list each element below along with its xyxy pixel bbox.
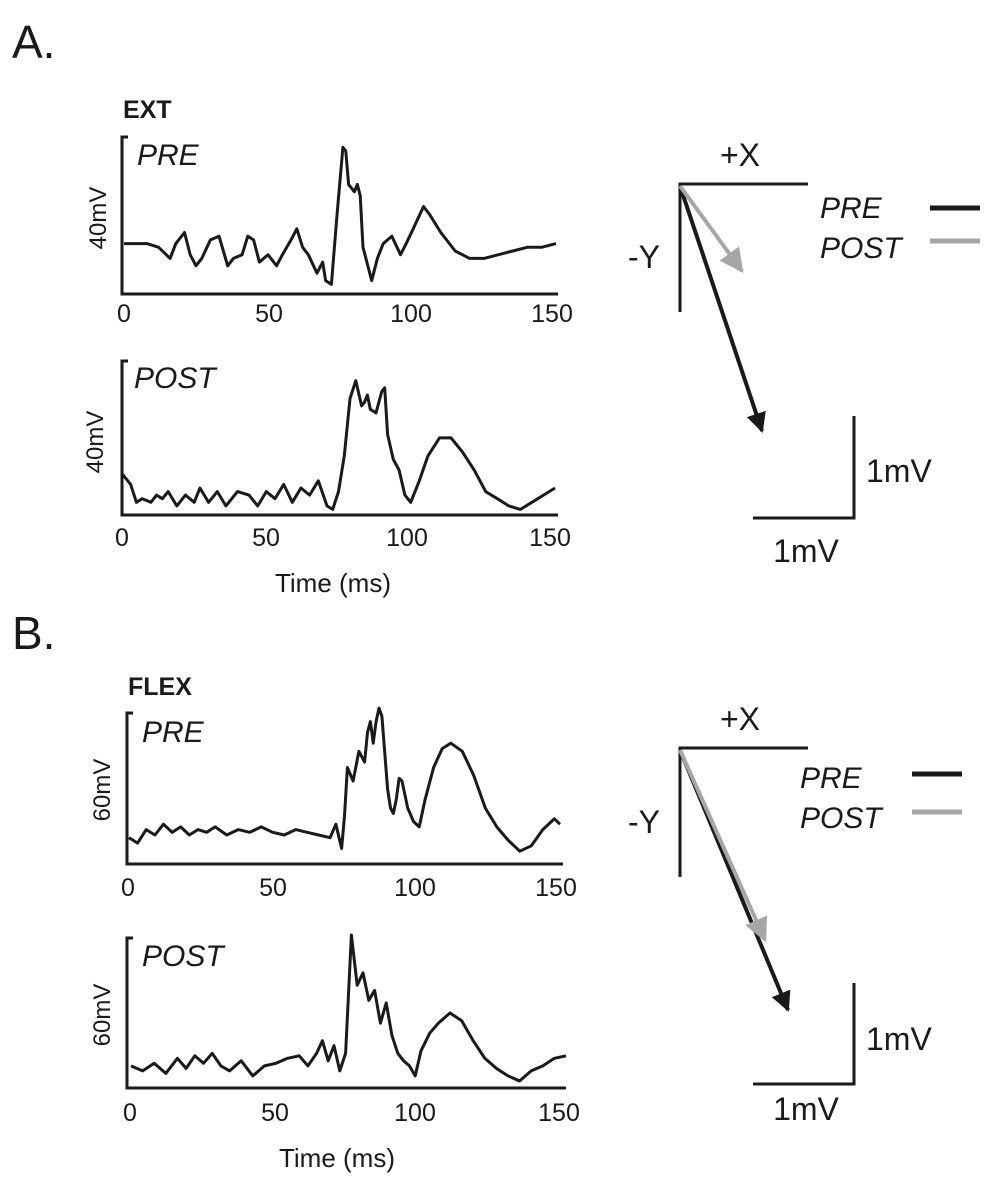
trace-b-pre-ylabel: 60mV — [89, 759, 116, 822]
tick-label: 100 — [394, 874, 436, 902]
vector-a-legend: PRE POST — [820, 192, 980, 265]
trace-a-pre-line — [124, 145, 557, 286]
tick-label: 50 — [259, 874, 287, 902]
vector-a-y-label: -Y — [628, 239, 660, 275]
trace-b-pre-cond-label: PRE — [142, 716, 205, 749]
vector-diagram-b: +X -Y PRE POST 1mV 1mV — [628, 701, 962, 1127]
panel-letter-b: B. — [12, 607, 55, 659]
vector-b-axes — [678, 746, 808, 877]
tick-label: 150 — [538, 1099, 580, 1127]
tick-label: 150 — [531, 300, 573, 328]
tick-label: 50 — [252, 524, 280, 552]
tick-label: 100 — [390, 300, 432, 328]
muscle-label-a: EXT — [123, 96, 172, 124]
vector-a-axes — [678, 182, 808, 312]
vector-b-x-label: +X — [720, 701, 760, 737]
tick-label: 0 — [117, 300, 131, 328]
muscle-label-b: FLEX — [128, 673, 192, 701]
trace-a-pre-xticks: 0 50 100 150 — [117, 300, 573, 328]
trace-a-pre-ylabel: 40mV — [85, 187, 112, 250]
panel-a: A. EXT PRE 40mV 0 50 100 150 POST 40mV 0… — [12, 16, 980, 598]
trace-b-post-xlabel: Time (ms) — [279, 1143, 395, 1173]
trace-a-post-ylabel: 40mV — [82, 411, 109, 474]
vector-diagram-a: +X -Y PRE POST 1mV 1mV — [628, 137, 980, 569]
trace-a-post-xticks: 0 50 100 150 — [115, 524, 571, 552]
trace-b-post-ylabel: 60mV — [89, 984, 116, 1047]
trace-a-post: POST 40mV 0 50 100 150 Time (ms) — [82, 359, 571, 598]
trace-a-pre: PRE 40mV 0 50 100 150 — [85, 135, 573, 328]
tick-label: 50 — [261, 1099, 289, 1127]
tick-label: 150 — [535, 874, 577, 902]
trace-b-post-axes — [125, 936, 566, 1090]
vector-a-post-arrow — [678, 184, 744, 273]
trace-a-pre-axes — [120, 135, 558, 296]
trace-b-pre-axes — [125, 711, 563, 866]
trace-b-pre-xticks: 0 50 100 150 — [121, 874, 577, 902]
tick-label: 0 — [115, 524, 129, 552]
tick-label: 100 — [394, 1099, 436, 1127]
vector-b-scale-x-label: 1mV — [773, 1091, 839, 1127]
vector-b-scale-y-label: 1mV — [866, 1021, 932, 1057]
vector-b-scale-bar — [753, 983, 856, 1086]
trace-a-post-xlabel: Time (ms) — [275, 568, 391, 598]
legend-label-post: POST — [800, 802, 884, 835]
vector-a-x-label: +X — [720, 137, 760, 173]
vector-a-scale-x-label: 1mV — [773, 533, 839, 569]
trace-b-post-cond-label: POST — [142, 940, 226, 973]
tick-label: 50 — [255, 300, 283, 328]
trace-b-post: POST 60mV 0 50 100 150 Time (ms) — [89, 933, 580, 1173]
legend-label-pre: PRE — [820, 192, 883, 225]
tick-label: 0 — [121, 874, 135, 902]
vector-b-legend: PRE POST — [800, 762, 962, 835]
trace-a-post-line — [120, 379, 556, 511]
trace-b-pre: PRE 60mV 0 50 100 150 — [89, 706, 577, 902]
panel-letter-a: A. — [12, 16, 55, 68]
tick-label: 100 — [386, 524, 428, 552]
vector-a-scale-y-label: 1mV — [866, 453, 932, 489]
trace-b-post-line — [130, 933, 567, 1083]
trace-a-post-cond-label: POST — [134, 362, 218, 395]
legend-label-pre: PRE — [800, 762, 863, 795]
panel-b: B. FLEX PRE 60mV 0 50 100 150 POST 60mV … — [12, 607, 962, 1173]
vector-a-scale-bar — [753, 416, 856, 520]
vector-b-y-label: -Y — [628, 804, 660, 840]
tick-label: 0 — [123, 1099, 137, 1127]
trace-b-pre-line — [128, 706, 562, 853]
vector-a-pre-arrow — [678, 185, 766, 433]
trace-b-post-xticks: 0 50 100 150 — [123, 1099, 580, 1127]
trace-a-pre-cond-label: PRE — [137, 139, 200, 172]
trace-a-post-axes — [120, 359, 558, 517]
tick-label: 150 — [529, 524, 571, 552]
vector-b-post-arrow — [678, 749, 768, 943]
legend-label-post: POST — [820, 232, 904, 265]
